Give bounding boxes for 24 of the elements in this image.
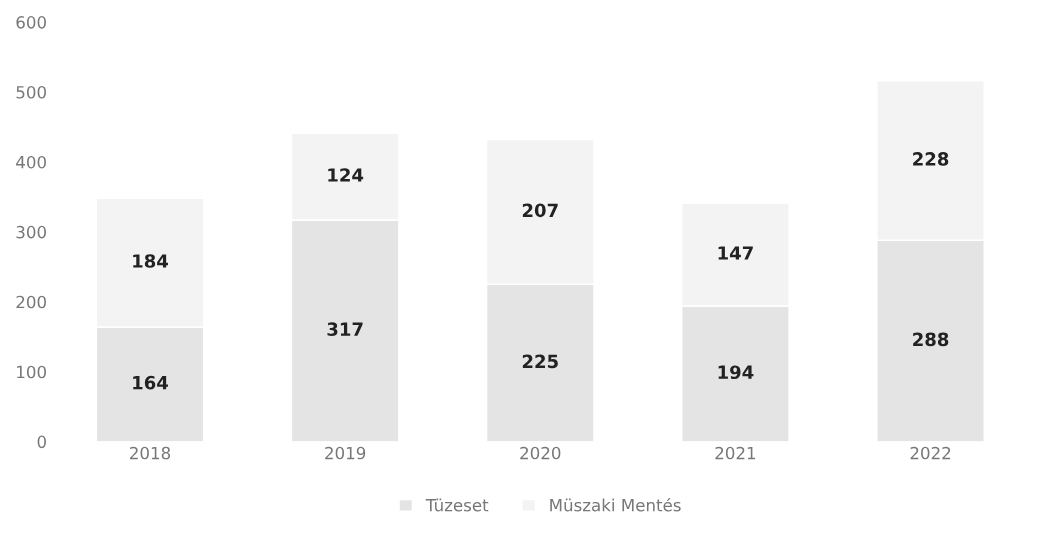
legend-label: Müszaki Mentés <box>550 497 681 512</box>
y-tick-label: 600 <box>16 16 46 29</box>
y-tick-label: 0 <box>37 435 46 449</box>
x-tick-label: 2020 <box>520 446 561 460</box>
data-label: 288 <box>913 332 949 347</box>
data-label: 184 <box>133 254 169 268</box>
data-label: 317 <box>327 322 363 337</box>
x-tick-label: 2018 <box>130 446 171 460</box>
data-label: 124 <box>328 168 364 182</box>
data-label: 164 <box>133 375 169 390</box>
data-label: 225 <box>522 354 558 369</box>
x-tick-label: 2022 <box>910 446 951 460</box>
y-tick-label: 200 <box>16 295 46 309</box>
y-tick-label: 300 <box>16 225 46 239</box>
x-tick-label: 2019 <box>325 446 366 460</box>
data-label: 147 <box>718 246 753 260</box>
legend-label: Tüzeset <box>425 498 489 512</box>
data-label: 194 <box>718 365 754 380</box>
data-label: 228 <box>913 152 949 166</box>
y-tick-label: 100 <box>17 365 46 379</box>
y-tick-label: 500 <box>16 85 46 99</box>
y-tick-label: 400 <box>16 155 46 169</box>
data-label: 207 <box>522 203 558 218</box>
x-tick-label: 2021 <box>715 446 756 460</box>
